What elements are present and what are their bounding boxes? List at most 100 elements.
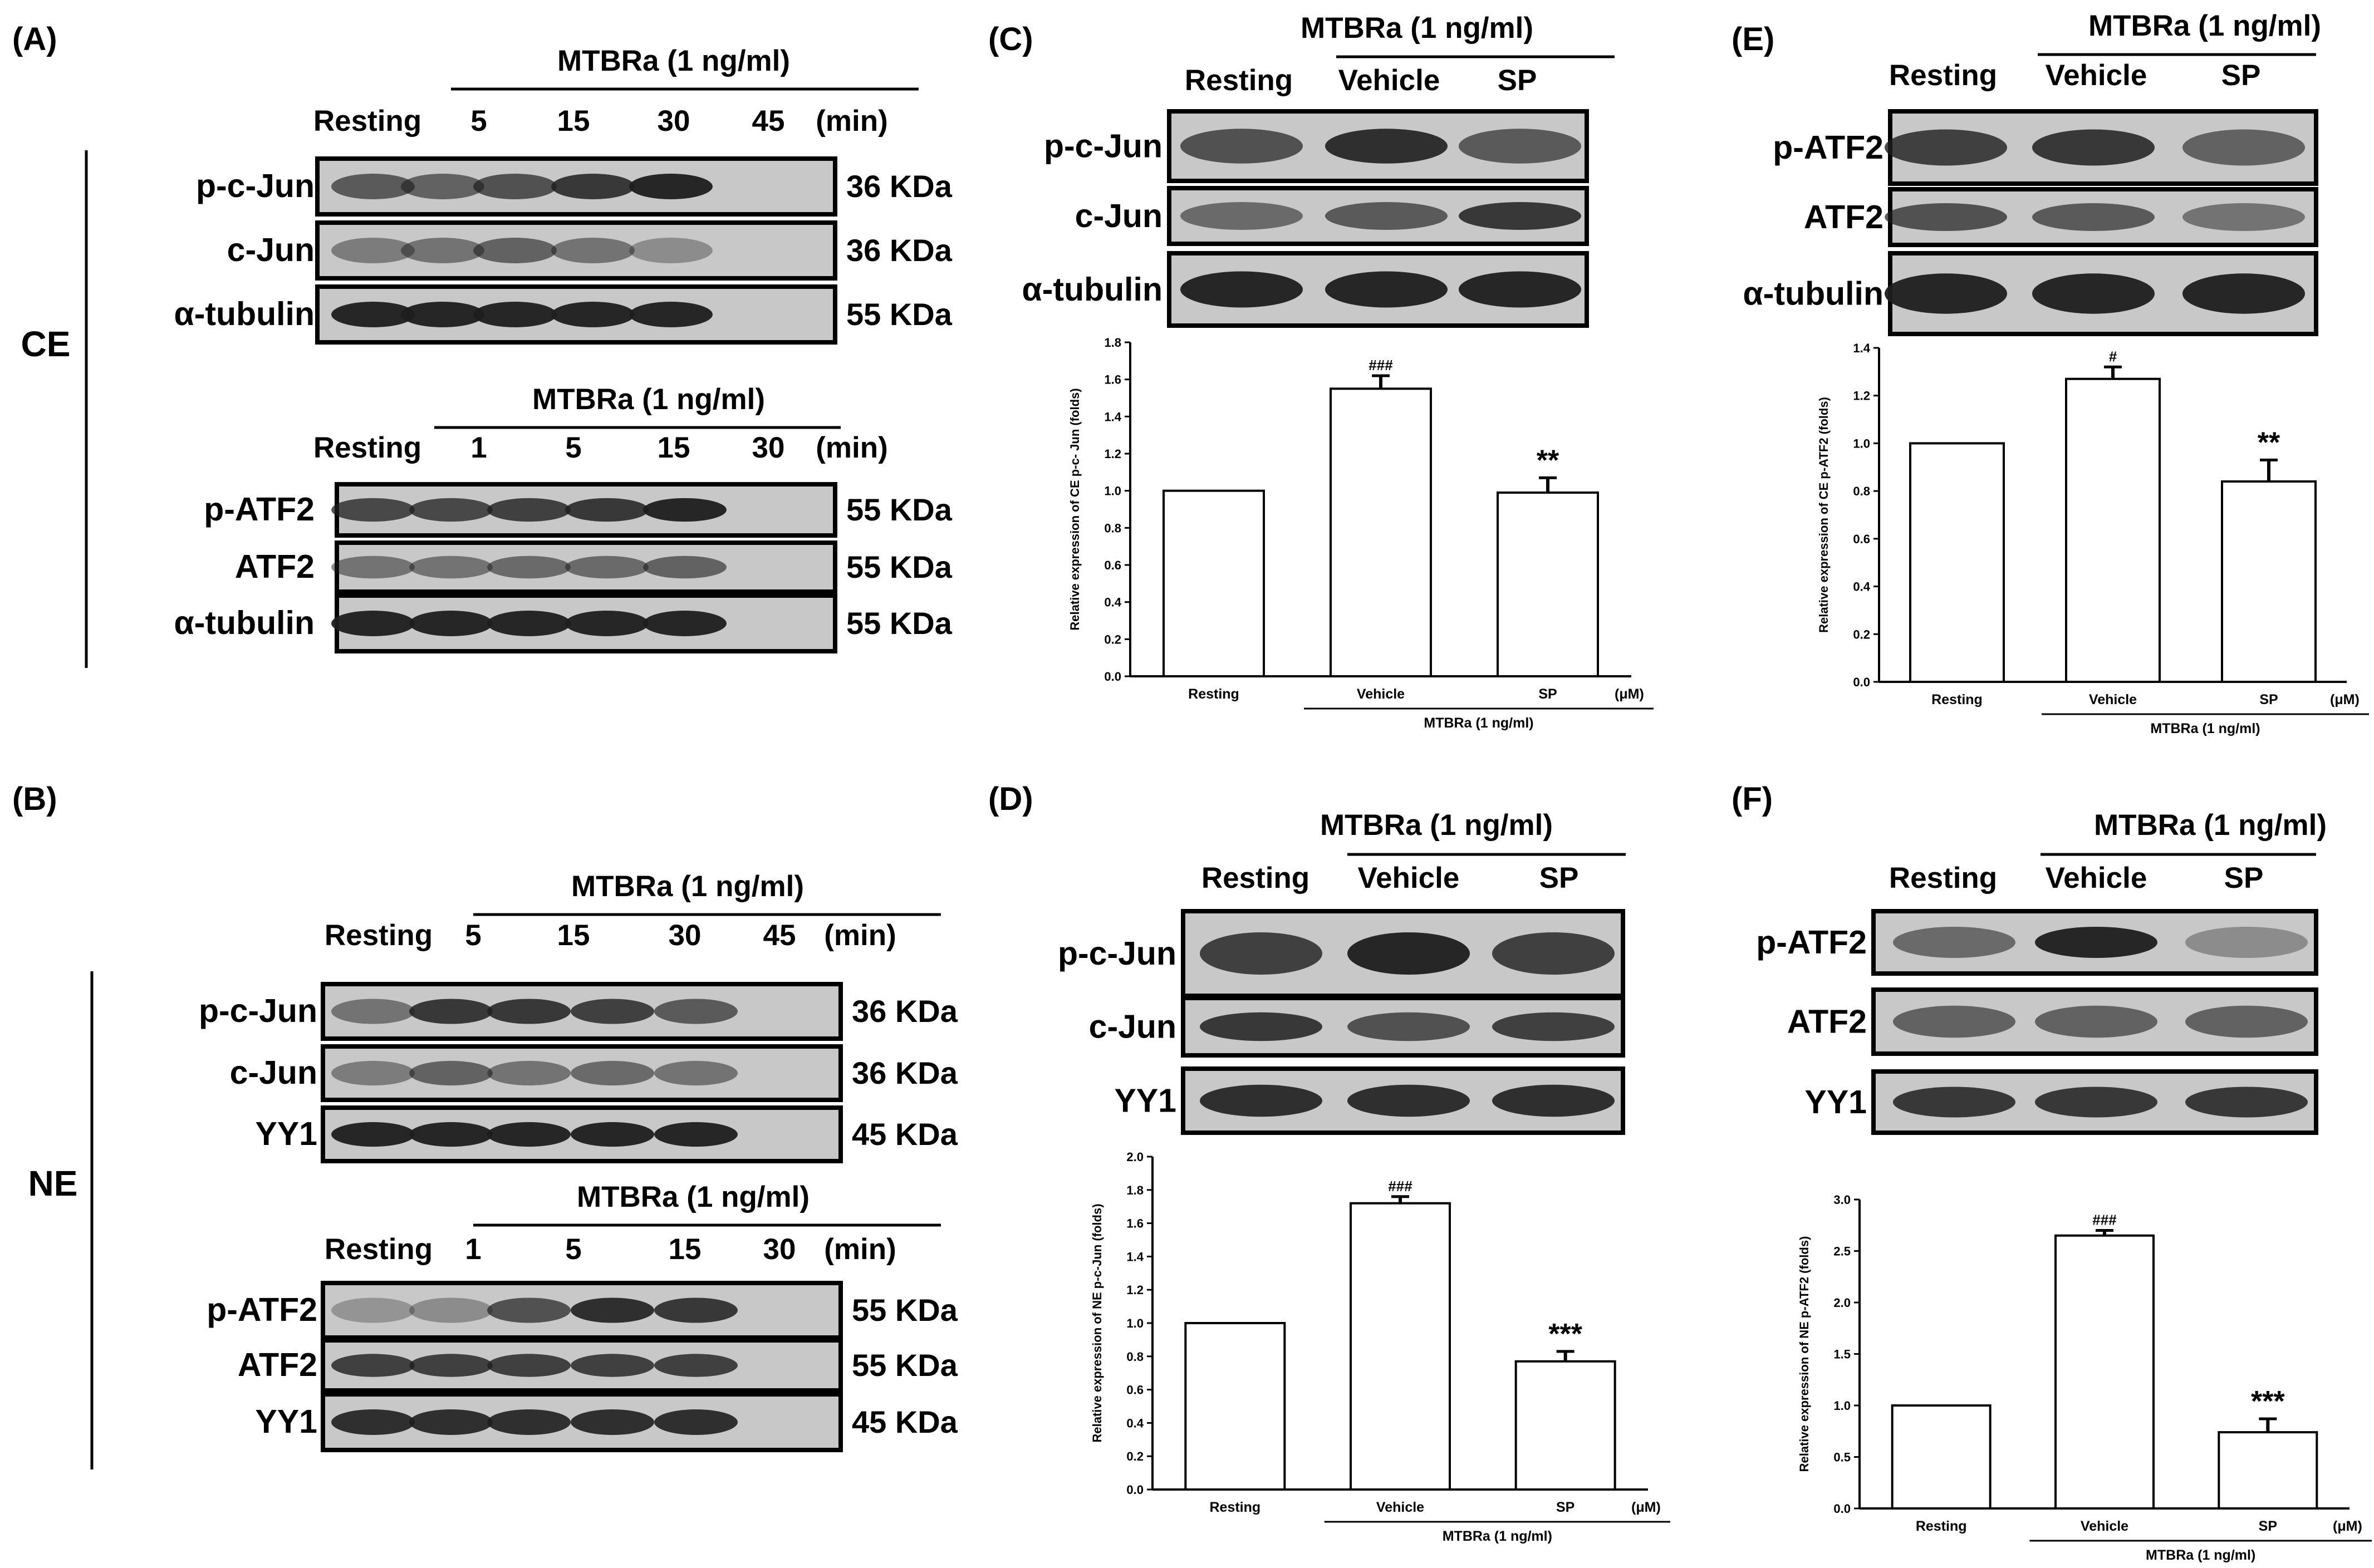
western-band — [1347, 1084, 1470, 1117]
lane-label: Resting — [313, 105, 421, 137]
lane-label: (min) — [824, 1233, 896, 1266]
western-band — [331, 1122, 415, 1147]
lane-label: 1 — [470, 431, 487, 464]
western-band — [331, 1060, 415, 1086]
blot-row-label: c-Jun — [230, 1054, 317, 1091]
molecular-weight-label: 36 KDa — [846, 169, 953, 204]
western-band — [629, 302, 713, 327]
western-band — [1200, 932, 1322, 975]
western-band — [629, 174, 713, 199]
western-band — [571, 1060, 654, 1086]
western-band — [1325, 202, 1448, 230]
western-band — [643, 556, 727, 579]
bar — [1184, 1322, 1286, 1491]
treatment-label: MTBRa (1 ng/ml) — [2088, 9, 2321, 42]
y-tick-label: 0.0 — [1104, 670, 1121, 684]
western-band — [2032, 273, 2155, 314]
lane-label: 5 — [565, 431, 581, 464]
molecular-weight-label: 36 KDa — [852, 994, 958, 1029]
western-band — [1893, 927, 2015, 958]
western-band — [2185, 1087, 2308, 1118]
lane-label: (min) — [816, 105, 888, 137]
panel-label: (D) — [988, 781, 1033, 817]
western-band — [1325, 271, 1448, 308]
western-band — [551, 302, 635, 327]
bar — [2218, 1431, 2318, 1510]
y-axis-label: Relative expression of CE p-c- Jun (fold… — [1068, 388, 1082, 630]
western-band — [654, 999, 738, 1024]
western-band — [409, 498, 493, 522]
lane-label: 1 — [465, 1233, 481, 1266]
lane-label: Resting — [1889, 862, 1997, 894]
category-label: SP — [1538, 686, 1557, 702]
lane-label: 15 — [669, 1233, 702, 1266]
fraction-label: CE — [21, 324, 71, 364]
y-tick-label: 0.2 — [1104, 632, 1121, 646]
y-tick-label: 1.6 — [1104, 373, 1121, 387]
western-band — [2035, 1005, 2157, 1038]
lane-label: (min) — [824, 919, 896, 952]
category-label: SP — [2259, 692, 2278, 707]
y-tick-label: 1.4 — [1853, 341, 1870, 355]
y-tick-label: 0.8 — [1853, 484, 1870, 498]
category-label: SP — [1556, 1500, 1575, 1515]
western-band — [331, 556, 415, 579]
western-band — [487, 1060, 571, 1086]
blot-row-label: p-c-Jun — [1044, 128, 1163, 165]
western-band — [331, 498, 415, 522]
bar — [1350, 1202, 1451, 1491]
lane-label: 5 — [565, 1233, 581, 1266]
western-band — [2035, 927, 2157, 958]
group-label: MTBRa (1 ng/ml) — [2150, 721, 2260, 736]
western-band — [331, 611, 415, 636]
lane-label: 30 — [658, 105, 690, 137]
western-band — [409, 1297, 493, 1323]
bar — [1330, 387, 1432, 677]
treatment-label: MTBRa (1 ng/ml) — [532, 383, 765, 416]
lane-label: 5 — [470, 105, 487, 137]
western-band — [654, 1354, 738, 1377]
bar — [1163, 489, 1265, 678]
western-band — [654, 1122, 738, 1147]
western-band — [487, 498, 571, 522]
western-band — [409, 1409, 493, 1435]
western-band — [1347, 1012, 1470, 1041]
significance-label: ### — [2092, 1212, 2117, 1228]
y-tick-label: 0.8 — [1126, 1350, 1144, 1364]
lane-label: Vehicle — [2046, 59, 2147, 92]
western-band — [401, 302, 484, 327]
y-tick-label: 1.4 — [1126, 1250, 1144, 1264]
blot-row-label: p-ATF2 — [207, 1291, 317, 1328]
treatment-label: MTBRa (1 ng/ml) — [557, 45, 790, 77]
unit-label: (μM) — [2330, 692, 2360, 707]
fraction-label: NE — [28, 1163, 78, 1203]
blot-row-label: YY1 — [1804, 1084, 1867, 1120]
western-band — [401, 174, 484, 199]
molecular-weight-label: 55 KDa — [846, 297, 953, 332]
category-label: Resting — [1188, 686, 1239, 702]
western-band — [1459, 202, 1581, 230]
western-band — [1893, 1005, 2015, 1038]
western-band — [473, 174, 557, 199]
blot-row-label: p-ATF2 — [204, 491, 315, 528]
y-tick-label: 0.4 — [1853, 580, 1870, 594]
molecular-weight-label: 55 KDa — [846, 606, 953, 641]
treatment-label: MTBRa (1 ng/ml) — [571, 870, 804, 903]
treatment-label: MTBRa (1 ng/ml) — [2094, 809, 2327, 842]
western-band — [2182, 203, 2305, 231]
significance-label: *** — [2251, 1385, 2285, 1418]
western-band — [551, 238, 635, 263]
lane-label: Vehicle — [2046, 862, 2147, 894]
lane-label: 5 — [465, 919, 481, 952]
western-band — [487, 1409, 571, 1435]
lane-label: SP — [2224, 862, 2264, 894]
western-band — [1347, 932, 1470, 975]
blot-row-label: α-tubulin — [1022, 271, 1163, 308]
y-tick-label: 0.4 — [1104, 596, 1121, 609]
lane-label: SP — [2221, 59, 2261, 92]
western-band — [629, 238, 713, 263]
category-label: Resting — [1209, 1500, 1260, 1515]
western-band — [1459, 129, 1581, 164]
y-tick-label: 1.5 — [1833, 1348, 1851, 1361]
